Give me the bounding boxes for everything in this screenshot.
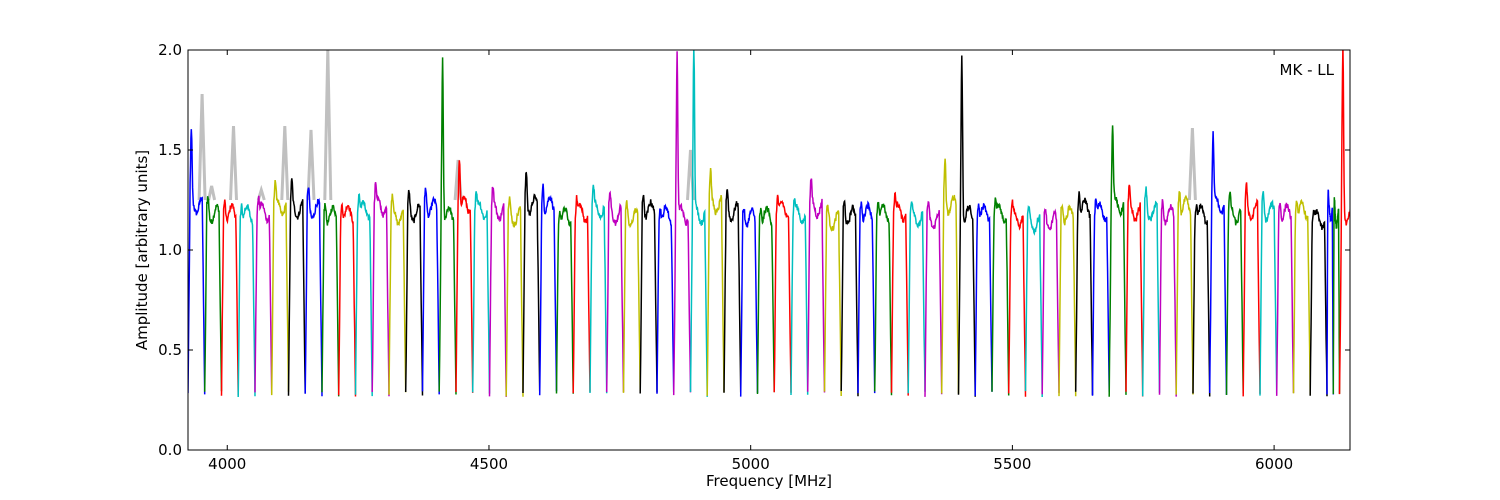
channel-trace: [488, 186, 507, 397]
channel-trace: [689, 50, 708, 397]
channel-trace: [1108, 125, 1127, 397]
channel-trace: [857, 200, 876, 394]
channel-trace: [1275, 202, 1295, 396]
channel-trace: [1192, 203, 1211, 397]
channel-trace: [790, 198, 809, 396]
channel-trace: [1242, 182, 1261, 397]
channel-trace: [254, 195, 273, 394]
channel-trace: [438, 57, 457, 395]
channel-trace: [337, 202, 357, 397]
channel-trace: [388, 193, 407, 395]
channel-trace: [270, 179, 290, 396]
x-axis: 4000 4500 5000 5500 6000: [208, 50, 1293, 473]
channel-trace: [354, 193, 373, 397]
channel-trace: [1175, 191, 1194, 395]
channel-trace: [1141, 186, 1161, 397]
channel-trace: [589, 184, 608, 394]
channel-trace: [1332, 197, 1341, 395]
channel-trace: [371, 182, 390, 397]
background-spike: [197, 93, 207, 201]
x-tick-label: 4500: [470, 455, 508, 473]
plot-area: [188, 50, 1350, 450]
channel-trace: [555, 205, 574, 394]
channel-traces: [188, 50, 1350, 398]
channel-trace: [1338, 50, 1350, 395]
channel-trace: [907, 201, 926, 394]
channel-trace: [538, 183, 558, 396]
x-tick-label: 4000: [208, 455, 246, 473]
channel-trace: [1007, 199, 1027, 397]
channel-trace: [220, 199, 239, 396]
channel-trace: [505, 196, 524, 397]
channel-trace: [605, 190, 625, 393]
panel-annotation: MK - LL: [1280, 61, 1335, 79]
channel-trace: [773, 194, 792, 393]
channel-trace: [404, 189, 424, 396]
channel-trace: [1259, 191, 1278, 396]
channel-trace: [672, 51, 692, 396]
y-axis: 0.0 0.5 1.0 1.5 2.0: [158, 41, 1350, 459]
y-tick-label: 2.0: [158, 41, 182, 59]
channel-trace: [1091, 198, 1110, 396]
channel-trace: [1225, 191, 1244, 396]
background-spike: [280, 125, 290, 201]
channel-trace: [940, 158, 960, 394]
channel-trace: [1125, 184, 1144, 397]
channel-trace: [203, 196, 223, 392]
channel-trace: [1309, 209, 1328, 397]
channel-trace: [471, 191, 491, 394]
y-axis-title: Amplitude [arbitrary units]: [133, 150, 151, 350]
channel-trace: [991, 197, 1010, 396]
y-tick-label: 0.0: [158, 441, 182, 459]
background-traces: [197, 50, 1197, 201]
channel-trace: [873, 201, 893, 396]
channel-trace: [739, 207, 759, 397]
channel-trace: [572, 195, 591, 394]
channel-trace: [924, 200, 943, 397]
x-tick-label: 5000: [732, 455, 770, 473]
y-tick-label: 1.5: [158, 141, 182, 159]
channel-trace: [1074, 191, 1094, 396]
channel-trace: [1208, 131, 1228, 395]
channel-trace: [806, 178, 826, 393]
channel-trace: [756, 205, 775, 395]
x-axis-title: Frequency [MHz]: [706, 472, 832, 490]
channel-trace: [656, 203, 675, 394]
y-tick-label: 0.5: [158, 341, 182, 359]
channel-trace: [1326, 189, 1335, 395]
channel-trace: [974, 202, 993, 396]
channel-trace: [1041, 207, 1060, 395]
channel-trace: [1024, 204, 1043, 398]
channel-trace: [304, 187, 323, 397]
channel-trace: [287, 178, 306, 396]
channel-trace: [1158, 199, 1177, 397]
background-spike: [229, 125, 238, 201]
channel-trace: [522, 171, 541, 394]
x-tick-label: 5500: [993, 455, 1031, 473]
channel-trace: [639, 194, 658, 394]
channel-trace: [1058, 203, 1077, 397]
channel-trace: [840, 199, 859, 397]
channel-trace: [706, 168, 725, 396]
channel-trace: [957, 55, 976, 397]
channel-trace: [1292, 198, 1311, 396]
channel-trace: [237, 203, 256, 398]
background-spike: [207, 185, 217, 201]
channel-trace: [421, 187, 440, 395]
background-spike: [323, 50, 333, 201]
channel-trace: [188, 129, 206, 395]
background-spike: [306, 129, 316, 201]
channel-trace: [622, 200, 641, 393]
channel-trace: [455, 160, 474, 393]
channel-trace: [823, 204, 842, 397]
y-tick-label: 1.0: [158, 241, 182, 259]
channel-trace: [723, 189, 742, 393]
channel-trace: [890, 191, 909, 396]
channel-trace: [321, 202, 340, 397]
background-spike: [1187, 127, 1197, 201]
x-tick-label: 6000: [1255, 455, 1293, 473]
